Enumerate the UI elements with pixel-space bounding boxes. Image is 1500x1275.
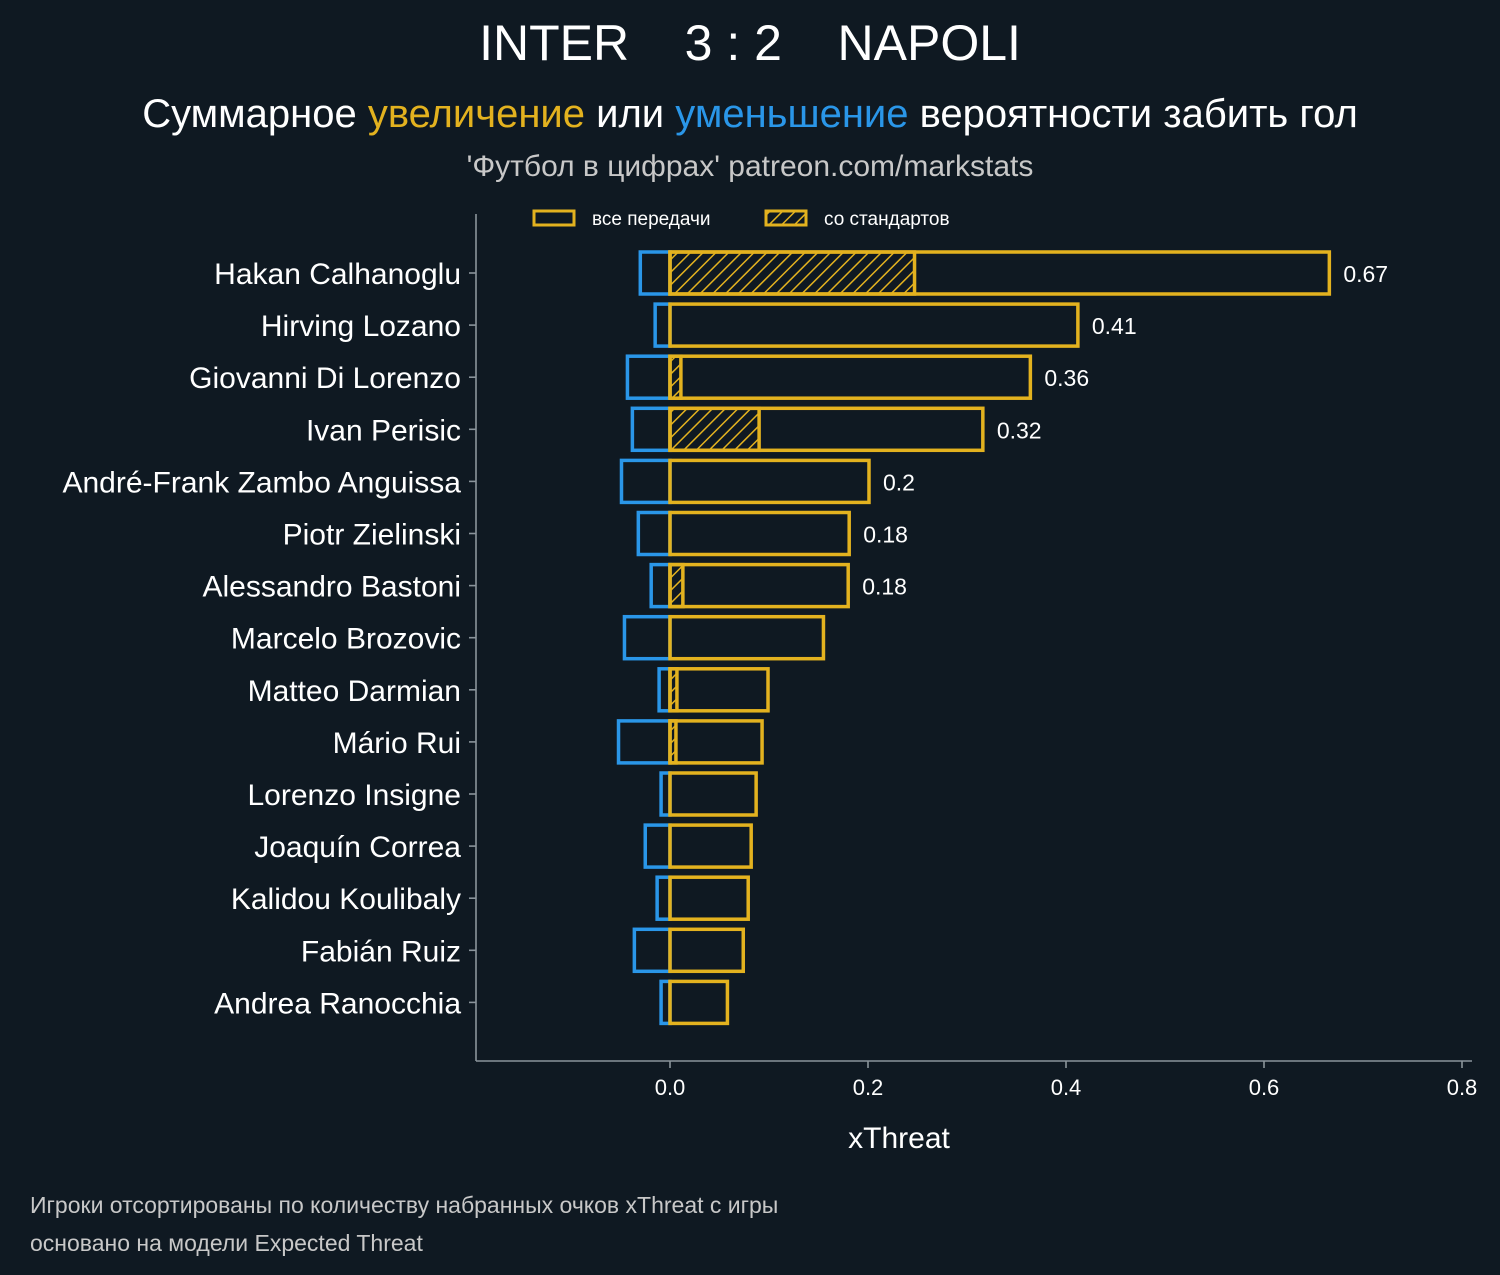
bar-all-passes (668, 510, 851, 557)
score: 3 : 2 (684, 15, 782, 71)
y-tick-label: Joaquín Correa (254, 831, 461, 864)
bar-all-passes (668, 458, 871, 505)
y-tick-label: Alessandro Bastoni (203, 571, 462, 604)
bar-all-passes (668, 979, 730, 1026)
data-label: 0.32 (997, 417, 1042, 443)
bar-all-passes (668, 614, 826, 661)
subtitle-part-1: Суммарное (142, 92, 368, 136)
footnote: Игроки отсортированы по количеству набра… (30, 1186, 778, 1262)
x-tick-label: 0.6 (1249, 1075, 1280, 1100)
bars (616, 250, 1332, 1026)
source-credit: 'Футбол в цифрах' patreon.com/markstats (466, 150, 1034, 183)
y-tick-label: Giovanni Di Lorenzo (189, 362, 461, 395)
bar-all-passes (668, 250, 1332, 296)
footnote-line-1: Игроки отсортированы по количеству набра… (30, 1192, 779, 1218)
subtitle-increase-word: увеличение (367, 92, 585, 136)
bar-all-passes (668, 562, 850, 609)
bar-decrease (616, 719, 672, 765)
bar-set-pieces (668, 406, 761, 453)
data-label: 0.36 (1044, 365, 1089, 391)
y-tick-label: Ivan Perisic (306, 414, 461, 447)
bar-all-passes (668, 875, 750, 921)
bar-decrease (625, 354, 672, 400)
bar-decrease (630, 406, 672, 453)
y-tick-label: Andrea Ranocchia (214, 987, 461, 1020)
bar-all-passes (668, 667, 770, 713)
bar-decrease (649, 562, 672, 609)
bar-all-passes (668, 927, 746, 974)
y-tick-label: Marcelo Brozovic (231, 623, 461, 656)
bar-all-passes (668, 406, 985, 453)
y-tick-label: Hirving Lozano (261, 310, 461, 343)
bar-all-passes (668, 354, 1033, 400)
data-label: 0.41 (1092, 313, 1137, 339)
bar-all-passes (668, 771, 758, 817)
x-tick-label: 0.0 (655, 1075, 686, 1100)
axes: 0.0 0.2 0.4 0.6 0.8 xThreat Hakan Calhanoglu Hi… (62, 214, 1477, 1155)
y-tick-label: Piotr Zielinski (283, 519, 461, 552)
bar-set-pieces (668, 562, 685, 609)
bar-decrease (638, 250, 672, 296)
x-axis-title: xThreat (848, 1122, 950, 1155)
bar-decrease (632, 927, 672, 974)
x-tick-label: 0.2 (853, 1075, 884, 1100)
bar-decrease (655, 875, 672, 921)
bar-set-pieces (668, 250, 917, 296)
legend: все передачи со стандартов (532, 209, 950, 230)
subtitle-decrease-word: уменьшение (675, 92, 909, 136)
subtitle-part-3: или (585, 92, 676, 136)
x-tick-label: 0.8 (1447, 1075, 1478, 1100)
y-tick-label: Fabián Ruiz (301, 935, 461, 968)
y-tick-label: Matteo Darmian (248, 675, 461, 708)
bar-decrease (643, 823, 672, 869)
x-tick-label: 0.4 (1051, 1075, 1082, 1100)
bar-all-passes (668, 719, 764, 765)
bar-decrease (636, 510, 672, 557)
bar-decrease (619, 458, 672, 505)
legend-swatch-all-passes (532, 209, 576, 227)
away-team: NAPOLI (837, 15, 1021, 71)
y-tick-label: Mário Rui (333, 727, 461, 760)
match-title: INTER 3 : 2 NAPOLI (0, 14, 1500, 72)
y-tick-label: Lorenzo Insigne (248, 779, 462, 812)
subtitle-part-5: вероятности забить гол (908, 92, 1358, 136)
y-tick-label: Hakan Calhanoglu (214, 258, 461, 291)
labels: 0.67 0.410.360.32 0.2 0.18 0.18 (862, 261, 1388, 600)
home-team: INTER (479, 15, 630, 71)
data-label: 0.67 (1343, 261, 1388, 287)
legend-swatch-set-pieces (764, 209, 808, 227)
footnote-line-2: основано на модели Expected Threat (30, 1230, 423, 1256)
y-tick-label: Kalidou Koulibaly (231, 883, 461, 916)
chart-subtitle: Суммарное увеличение или уменьшение веро… (0, 92, 1500, 137)
data-label: 0.18 (863, 522, 908, 548)
data-label: 0.2 (883, 469, 915, 495)
y-tick-label: André-Frank Zambo Anguissa (62, 466, 461, 499)
bar-decrease (653, 302, 672, 348)
legend-label-set-pieces: со стандартов (824, 209, 950, 230)
legend-label-all-passes: все передачи (592, 209, 711, 230)
bar-all-passes (668, 302, 1080, 348)
bar-all-passes (668, 823, 753, 869)
bar-decrease (622, 614, 672, 661)
data-label: 0.18 (862, 574, 907, 600)
